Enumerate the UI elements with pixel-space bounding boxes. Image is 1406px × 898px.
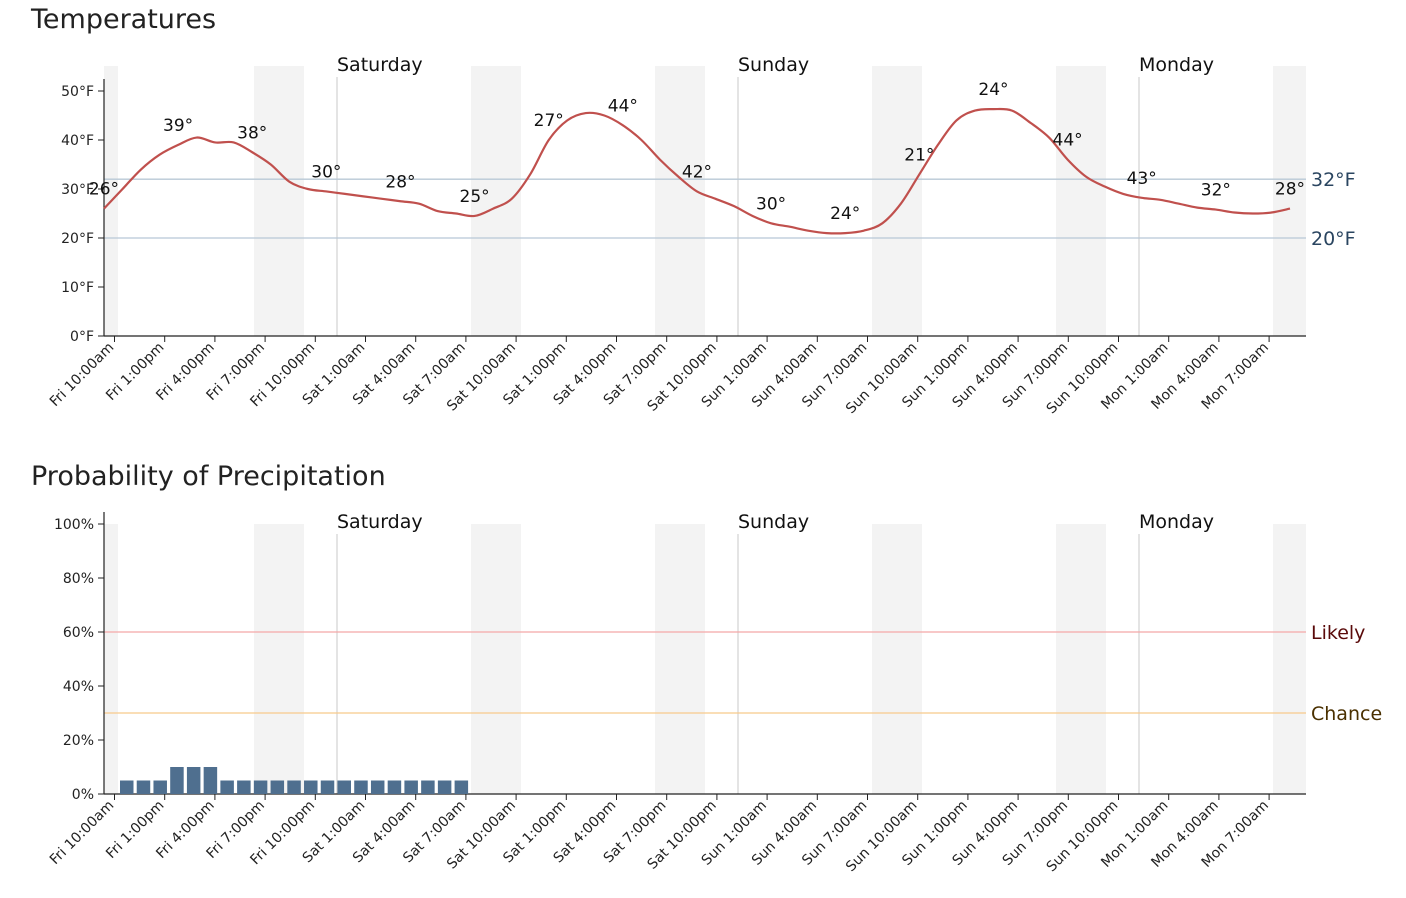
temperature-point-label: 30° <box>311 162 341 182</box>
night-shade <box>655 524 705 794</box>
precipitation-bar <box>370 780 385 794</box>
temperature-line <box>103 107 1291 235</box>
precipitation-bar <box>136 780 151 794</box>
day-label: Saturday <box>337 54 423 76</box>
reference-line-label: 32°F <box>1311 169 1356 191</box>
precipitation-bar <box>186 767 201 794</box>
night-shade <box>1273 66 1306 336</box>
night-shade <box>655 66 705 336</box>
precipitation-chart-title: Probability of Precipitation <box>31 461 386 492</box>
temperature-point-label: 28° <box>1275 180 1305 200</box>
day-label: Monday <box>1139 511 1214 533</box>
y-tick-label: 40% <box>63 679 94 695</box>
temperature-point-label: 38° <box>237 123 267 143</box>
temperature-point-label: 32° <box>1201 181 1231 201</box>
night-shade <box>1056 66 1106 336</box>
day-label: Sunday <box>738 54 809 76</box>
precipitation-bar <box>404 780 418 794</box>
y-tick-label: 100% <box>54 517 94 533</box>
precipitation-bar <box>304 780 318 794</box>
y-tick-label: 40°F <box>61 133 94 149</box>
precipitation-bar <box>220 780 234 794</box>
precipitation-bar <box>437 780 452 794</box>
night-shade <box>471 524 521 794</box>
night-shade <box>872 66 922 336</box>
precipitation-bar <box>153 780 167 794</box>
precipitation-bar <box>337 780 351 794</box>
temperature-point-label: 24° <box>978 80 1008 100</box>
night-shade <box>104 524 118 794</box>
precipitation-bar <box>253 780 268 794</box>
temperature-chart-title: Temperatures <box>31 4 217 35</box>
temperature-point-label: 25° <box>460 187 490 207</box>
precipitation-bar <box>287 780 301 794</box>
y-tick-label: 0°F <box>70 329 94 345</box>
y-tick-label: 10°F <box>61 280 94 296</box>
night-shade <box>254 66 304 336</box>
reference-line-label: 20°F <box>1311 228 1356 250</box>
temperature-point-label: 43° <box>1127 169 1157 189</box>
temperature-point-label: 21° <box>904 145 934 165</box>
temperature-point-label: 44° <box>1053 131 1083 151</box>
precipitation-bar <box>237 780 251 794</box>
reference-line-label: Chance <box>1311 703 1382 725</box>
day-label: Monday <box>1139 54 1214 76</box>
precipitation-bar <box>170 767 184 794</box>
temperature-point-label: 28° <box>385 172 415 192</box>
precipitation-bar <box>454 780 469 794</box>
y-tick-label: 60% <box>63 625 94 641</box>
precipitation-bar <box>387 780 402 794</box>
precipitation-bar <box>270 780 285 794</box>
temperature-chart: Saturday Sunday Monday 32°F 20°F 0°F 10°F 20°F 3… <box>47 0 1379 417</box>
night-shade <box>872 524 922 794</box>
temperature-point-label: 39° <box>163 116 193 136</box>
reference-line-label: Likely <box>1311 622 1365 644</box>
temperature-point-label: 25° <box>1349 0 1379 5</box>
night-shade <box>471 66 521 336</box>
temperature-point-label: 30° <box>756 194 786 214</box>
y-tick-label: 0% <box>72 787 94 803</box>
precipitation-bar <box>203 767 218 794</box>
temperature-point-label: 24° <box>830 204 860 224</box>
y-tick-label: 30°F <box>61 182 94 198</box>
x-tick-label: Fri 10:00am <box>47 798 118 869</box>
day-label: Sunday <box>738 511 809 533</box>
day-label: Saturday <box>337 511 423 533</box>
precipitation-bar <box>320 780 335 794</box>
temperature-point-label: 42° <box>682 162 712 182</box>
night-shade <box>1273 524 1306 794</box>
temperature-point-label: 26° <box>89 180 119 200</box>
y-tick-label: 20% <box>63 733 94 749</box>
precipitation-bar <box>421 780 435 794</box>
y-tick-label: 80% <box>63 571 94 587</box>
y-tick-label: 50°F <box>61 84 94 100</box>
temperature-point-label: 44° <box>608 96 638 116</box>
y-tick-label: 20°F <box>61 231 94 247</box>
temperature-point-label: 27° <box>534 111 564 131</box>
precipitation-bar <box>120 780 134 794</box>
night-shade <box>254 524 304 794</box>
precipitation-bar <box>354 780 368 794</box>
night-shade <box>1056 524 1106 794</box>
